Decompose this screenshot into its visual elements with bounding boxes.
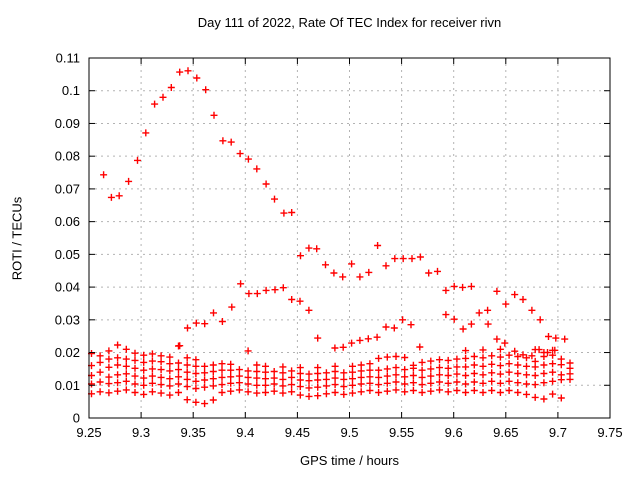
- y-tick-label: 0.02: [55, 345, 80, 360]
- y-tick-label: 0.09: [55, 116, 80, 131]
- y-tick-label: 0.04: [55, 280, 80, 295]
- y-axis-label: ROTI / TECUs: [9, 196, 25, 281]
- x-tick-label: 9.25: [76, 425, 101, 440]
- y-tick-label: 0.03: [55, 312, 80, 327]
- y-tick-label: 0.07: [55, 181, 80, 196]
- x-tick-label: 9.55: [389, 425, 414, 440]
- y-tick-label: 0.1: [62, 83, 80, 98]
- x-tick-label: 9.5: [340, 425, 358, 440]
- y-tick-label: 0.11: [56, 51, 80, 66]
- x-tick-label: 9.3: [132, 425, 150, 440]
- x-tick-label: 9.4: [236, 425, 254, 440]
- y-tick-label: 0.06: [55, 214, 80, 229]
- chart-title: Day 111 of 2022, Rate Of TEC Index for r…: [197, 15, 502, 30]
- tick-labels: 9.25 9.3 9.35 9.4 9.45 9.5 9.55 9.6 9.65 9.7 9.75 0…: [55, 51, 623, 441]
- y-tick-label: 0.08: [55, 149, 80, 164]
- x-tick-label: 9.35: [181, 425, 206, 440]
- y-tick-label: 0: [73, 411, 80, 426]
- axes: [88, 57, 611, 419]
- x-tick-label: 9.6: [445, 425, 463, 440]
- y-tick-label: 0.05: [55, 247, 80, 262]
- x-tick-label: 9.7: [549, 425, 567, 440]
- x-axis-label: GPS time / hours: [300, 453, 399, 468]
- y-tick-label: 0.01: [55, 378, 80, 393]
- x-tick-label: 9.45: [285, 425, 310, 440]
- scatter-points: [88, 67, 574, 408]
- x-tick-label: 9.75: [597, 425, 622, 440]
- x-tick-label: 9.65: [493, 425, 518, 440]
- gridlines: [89, 58, 610, 418]
